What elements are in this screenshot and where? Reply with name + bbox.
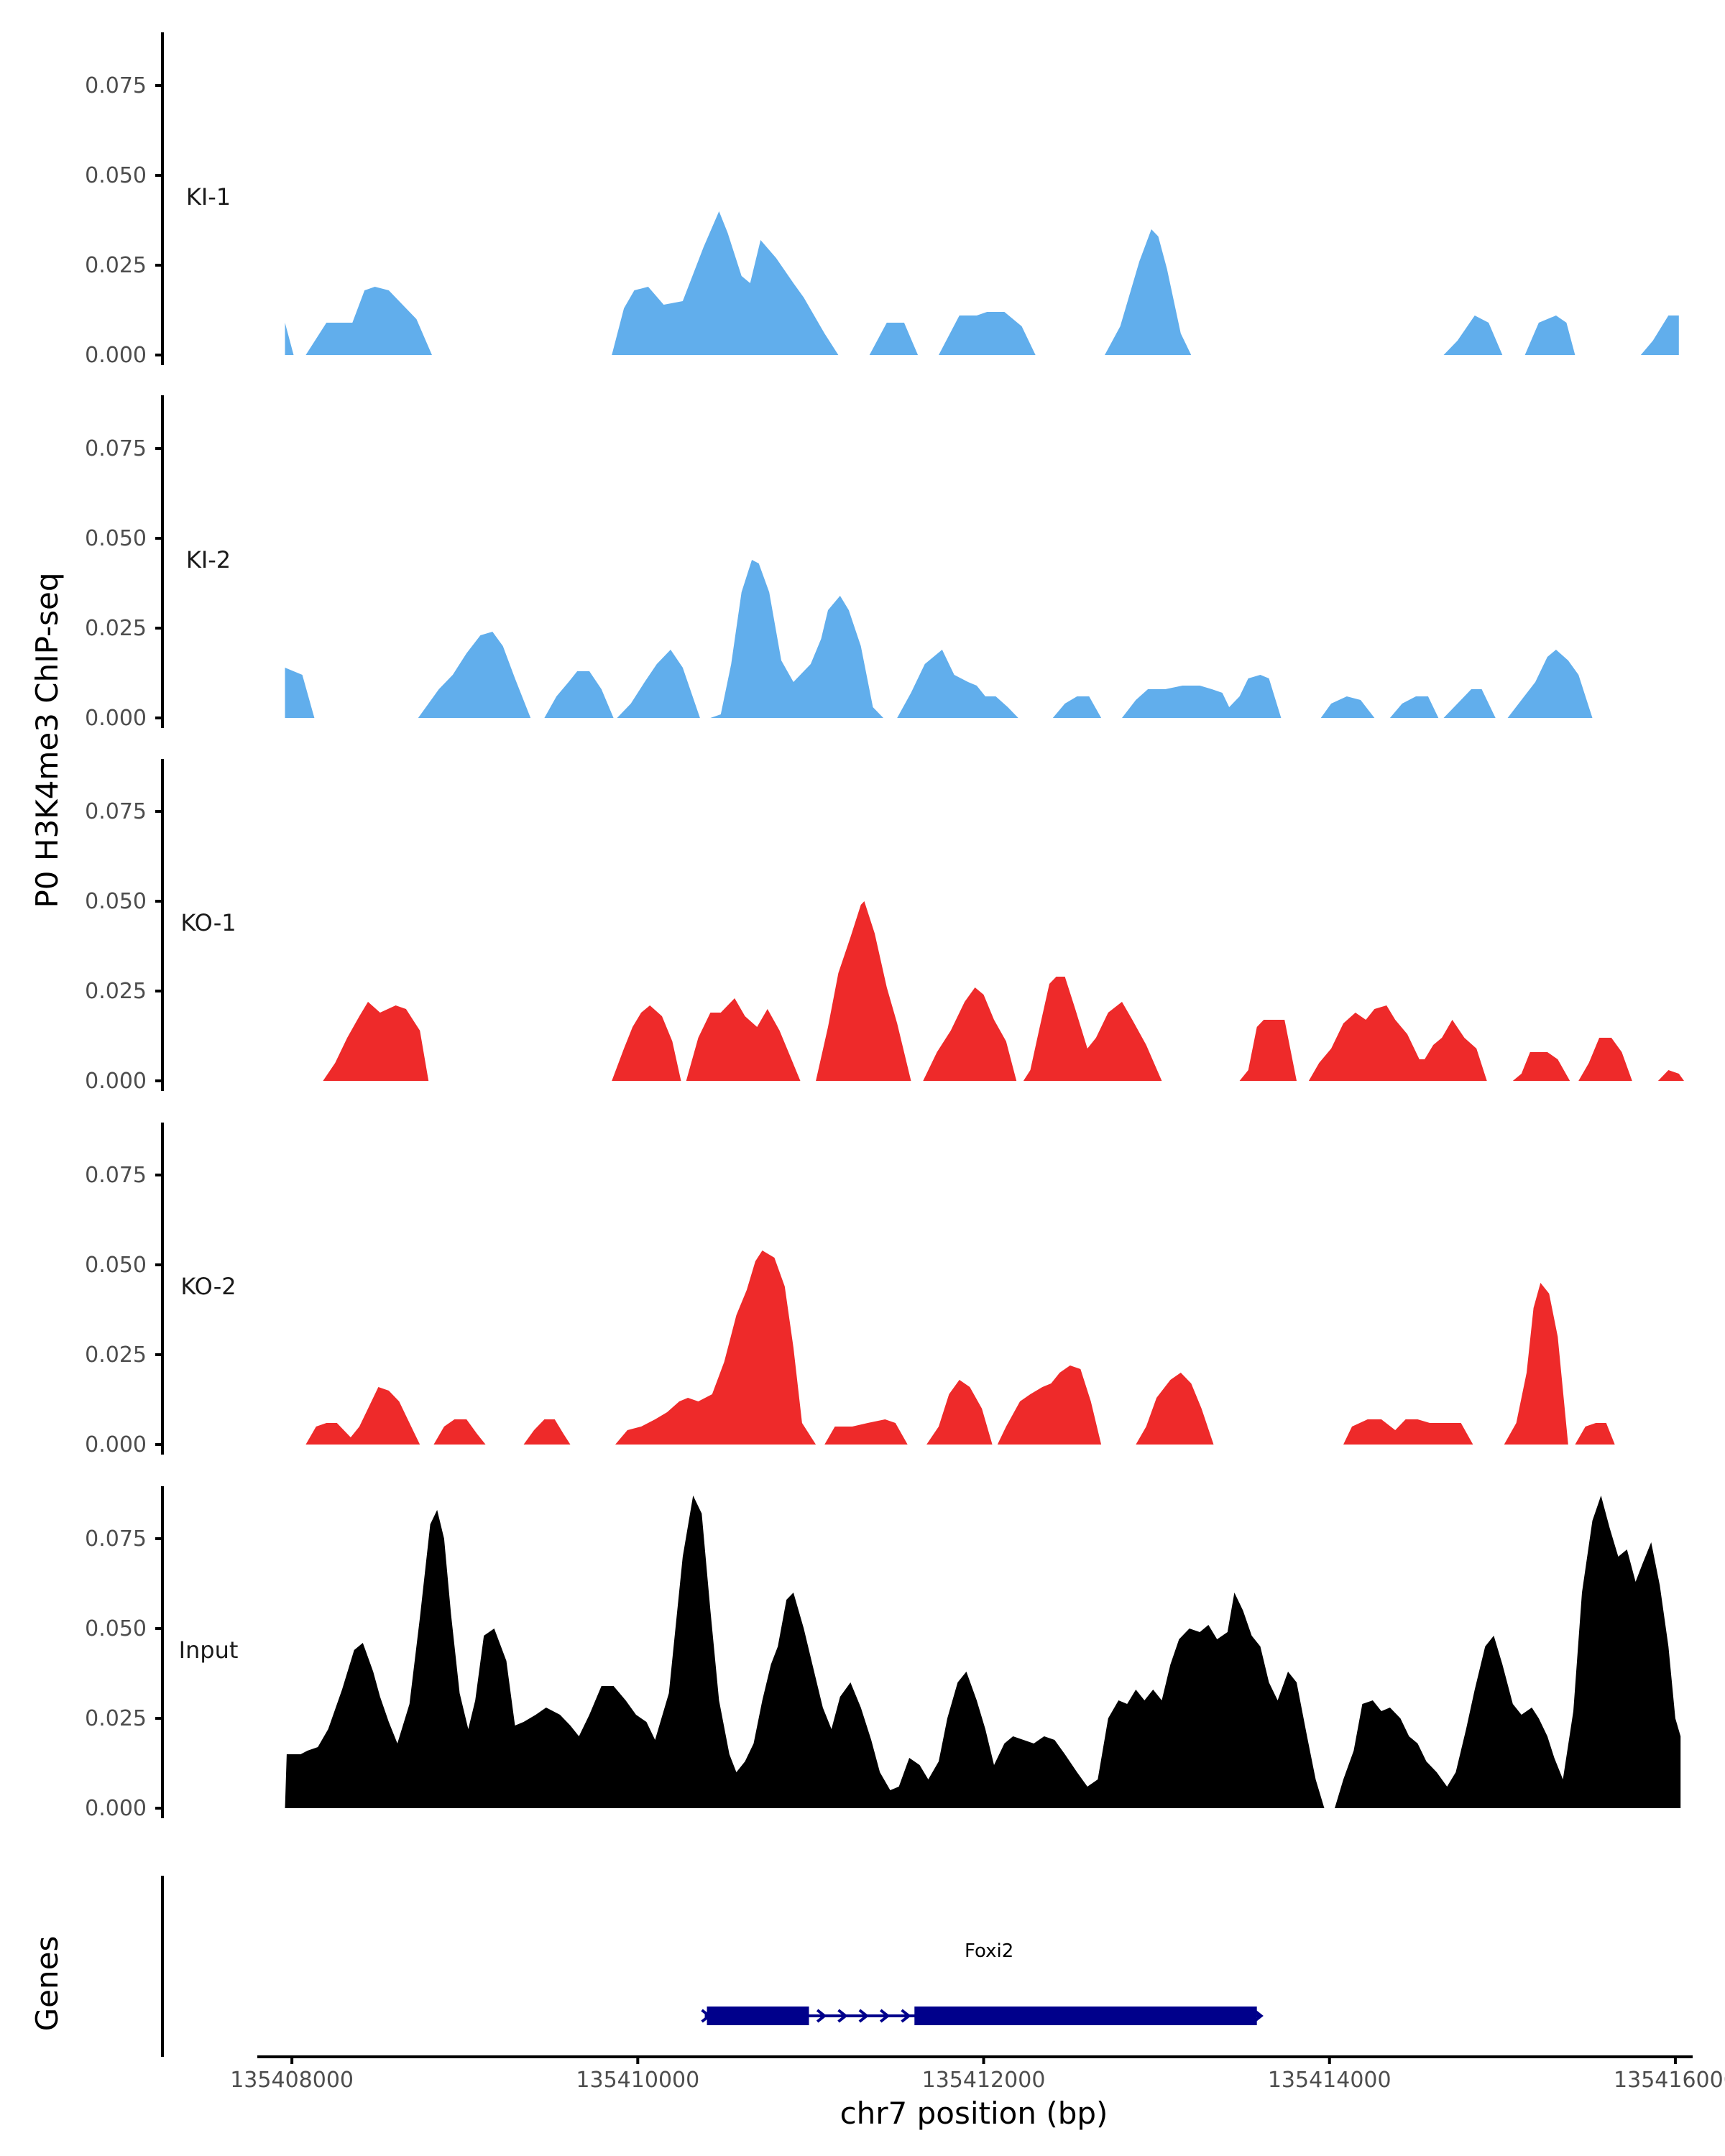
x-tick-label: 135416000 — [1614, 2068, 1725, 2093]
track-ki-2: 0.000 0.025 0.050 0.075 KI-2 — [85, 395, 1593, 731]
signal-area-ko-2 — [305, 1250, 1615, 1445]
track-label: KO-1 — [180, 909, 236, 936]
y-tick-label: 0.050 — [85, 526, 147, 551]
y-tick-label: 0.075 — [85, 799, 147, 824]
x-tick-label: 135414000 — [1268, 2068, 1392, 2093]
y-tick-label: 0.075 — [85, 1526, 147, 1552]
gene-foxi2: Foxi2 — [701, 1940, 1264, 2025]
gene-exon — [707, 2007, 809, 2025]
track-label: KI-1 — [186, 183, 231, 211]
signal-area-ko-1 — [323, 901, 1684, 1081]
strand-arrow-icon — [816, 2009, 827, 2023]
y-tick-label: 0.000 — [85, 1069, 147, 1094]
y-tick-label: 0.050 — [85, 889, 147, 914]
x-axis-title: chr7 position (bp) — [840, 2096, 1108, 2131]
y-tick-label: 0.075 — [85, 73, 147, 98]
x-tick-label: 135410000 — [576, 2068, 699, 2093]
x-tick-label: 135408000 — [230, 2068, 354, 2093]
gene-exon — [914, 2007, 1257, 2025]
y-tick-label: 0.000 — [85, 706, 147, 731]
track-label: KO-2 — [180, 1273, 236, 1300]
y-tick-label: 0.050 — [85, 1616, 147, 1641]
y-tick-label: 0.050 — [85, 163, 147, 188]
strand-arrow-icon — [879, 2009, 891, 2023]
strand-arrow-icon — [901, 2009, 911, 2023]
track-input: 0.000 0.025 0.050 0.075 Input — [85, 1486, 1681, 1821]
y-tick-label: 0.025 — [85, 1706, 147, 1731]
signal-area-input — [285, 1496, 1681, 1808]
y-tick-label: 0.075 — [85, 1163, 147, 1188]
y-tick-label: 0.000 — [85, 1432, 147, 1457]
gene-panel: Foxi2 — [161, 1876, 1264, 2057]
y-tick-label: 0.050 — [85, 1253, 147, 1278]
strand-arrow-icon — [837, 2009, 848, 2023]
track-ko-1: 0.000 0.025 0.050 0.075 KO-1 — [85, 759, 1684, 1094]
y-tick-label: 0.000 — [85, 1796, 147, 1821]
x-axis: 135408000 135410000 135412000 135414000 1354… — [230, 2055, 1725, 2093]
track-ko-2: 0.000 0.025 0.050 0.075 KO-2 — [85, 1123, 1615, 1457]
gene-label: Foxi2 — [965, 1940, 1013, 1962]
signal-area-ki-1 — [285, 211, 1679, 355]
y-tick-label: 0.025 — [85, 1342, 147, 1368]
tracks-layer: 0.0000.0250.0500.075KI-10.0000.0250.0500… — [85, 32, 1684, 1821]
genes-axis-title: Genes — [29, 1936, 65, 2032]
y-tick-label: 0.000 — [85, 343, 147, 368]
y-tick-label: 0.025 — [85, 979, 147, 1004]
y-tick-label: 0.025 — [85, 616, 147, 641]
strand-arrow-icon — [858, 2009, 870, 2023]
y-tick-label: 0.075 — [85, 436, 147, 461]
y-tick-label: 0.025 — [85, 253, 147, 278]
track-label: Input — [179, 1636, 239, 1664]
y-axis-title: P0 H3K4me3 ChIP-seq — [29, 572, 65, 908]
track-label: KI-2 — [186, 546, 231, 573]
track-ki-1: 0.000 0.025 0.050 0.075 KI-1 — [85, 32, 1679, 368]
x-tick-label: 135412000 — [922, 2068, 1046, 2093]
signal-area-ki-2 — [285, 560, 1593, 718]
